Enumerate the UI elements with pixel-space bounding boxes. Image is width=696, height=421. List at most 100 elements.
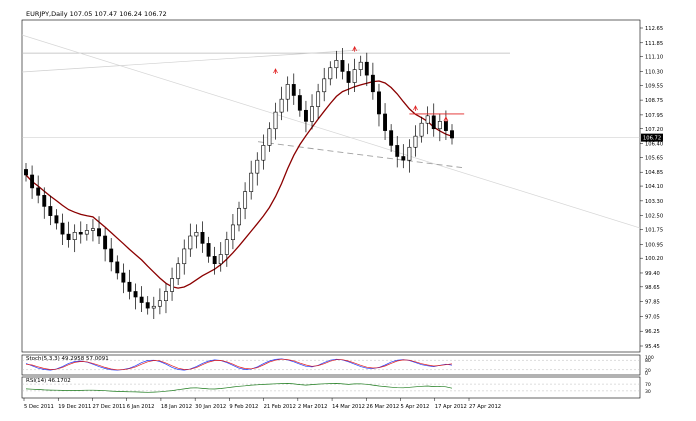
candle-down [48, 206, 53, 216]
time-tick-label: 5 Dec 2011 [24, 404, 54, 410]
rsi-panel-frame [21, 376, 641, 399]
candle-down [395, 145, 400, 157]
candle-down [54, 215, 59, 224]
candle-down [139, 296, 144, 303]
candle-down [103, 235, 108, 250]
candle-down [42, 195, 47, 207]
price-tick-label: 104.10 [645, 184, 663, 190]
candle-up [310, 106, 314, 122]
candle-up [334, 60, 339, 69]
candle-up [151, 305, 156, 309]
time-tick-label: 17 Apr 2012 [435, 404, 467, 410]
candle-up [358, 61, 363, 70]
price-tick-label: 100.95 [645, 242, 663, 248]
candle-up [218, 254, 223, 265]
time-tick-label: 6 Jan 2012 [127, 404, 155, 410]
candle-down [297, 95, 302, 111]
candle-up [157, 300, 162, 307]
rsi-title: RSI(14) 46.1702 [26, 378, 71, 384]
price-tick-label: 112.65 [645, 26, 663, 32]
price-tick-label: 107.95 [645, 113, 663, 119]
price-tick-label: 108.75 [645, 98, 663, 104]
price-tick-label: 97.85 [645, 300, 660, 306]
candle-down [66, 233, 71, 240]
moving-average [25, 80, 453, 289]
fractal-up-marker [273, 68, 278, 74]
candle-down [389, 130, 394, 146]
fractal-up-marker [352, 45, 357, 52]
price-tick-label: 107.20 [645, 127, 663, 133]
candle-up [261, 145, 266, 161]
candle-down [291, 84, 296, 96]
candle-up [425, 115, 430, 124]
stoch-panel-frame [21, 354, 641, 376]
candle-down [383, 113, 388, 131]
candle-up [224, 239, 229, 255]
price-tick-label: 102.50 [645, 214, 663, 220]
stoch-main-line [25, 358, 453, 371]
rsi-tick-label: 70 [645, 382, 651, 388]
time-tick-label: 18 Jan 2012 [161, 404, 192, 410]
candle-up [419, 122, 424, 137]
fractal-up-marker [443, 116, 449, 123]
candles [24, 47, 454, 320]
candle-down [109, 248, 114, 263]
candle-up [237, 207, 241, 226]
long-diagonal-line [21, 34, 641, 229]
stoch-tick-label: 80 [645, 358, 651, 364]
time-axis: 5 Dec 2011 19 Dec 2011 27 Dec 2011 6 Jan 20… [23, 398, 501, 410]
price-tick-label: 97.05 [645, 314, 660, 320]
candle-down [115, 261, 120, 274]
candle-up [273, 111, 278, 130]
candle-down [78, 231, 83, 235]
candle-down [145, 302, 150, 309]
candle-down [346, 71, 351, 83]
candle-up [267, 128, 272, 146]
candle-up [194, 231, 199, 237]
candle-up [322, 78, 327, 93]
candle-up [176, 263, 181, 279]
candle-down [30, 174, 35, 189]
candle-down [303, 109, 308, 122]
stoch-tick-label: 20 [645, 368, 651, 374]
rsi-line [25, 383, 453, 393]
candle-up [255, 159, 260, 174]
price-axis: 112.65 111.85 111.10 110.30 109.55 108.75 107.… [640, 26, 663, 350]
candle-down [121, 272, 126, 283]
candle-down [377, 91, 381, 115]
time-tick-label: 21 Feb 2012 [264, 404, 296, 410]
time-tick-label: 19 Dec 2011 [58, 404, 91, 410]
time-tick-label: 27 Apr 2012 [469, 404, 501, 410]
price-tick-label: 111.85 [645, 41, 663, 47]
candle-down [443, 121, 448, 131]
candle-down [450, 130, 454, 139]
candle-up [249, 172, 254, 192]
candle-down [60, 222, 65, 235]
rising-top-line [21, 49, 361, 73]
candle-down [200, 231, 205, 244]
price-tick-label: 109.55 [645, 83, 663, 89]
candle-down [97, 228, 101, 237]
time-tick-label: 26 Mar 2012 [366, 404, 399, 410]
price-tick-label: 95.45 [645, 344, 660, 350]
last-price-box [641, 133, 663, 142]
symbol-header: EURJPY,Daily 107.05 107.47 106.24 106.72 [26, 10, 167, 18]
stoch-tick-label: 100 [645, 355, 654, 361]
time-tick-label: 9 Feb 2012 [229, 404, 258, 410]
candle-down [364, 61, 369, 76]
trend-lines [21, 34, 641, 229]
candle-up [170, 278, 175, 292]
price-tick-label: 104.85 [645, 170, 663, 176]
candle-up [188, 235, 193, 250]
price-tick-label: 106.40 [645, 142, 663, 148]
candle-down [127, 281, 132, 292]
candle-up [72, 231, 77, 240]
moving-average-line [25, 80, 453, 289]
price-tick-label: 111.10 [645, 55, 663, 61]
price-tick-label: 110.30 [645, 69, 663, 75]
last-price-label: 106.72 [643, 136, 661, 142]
